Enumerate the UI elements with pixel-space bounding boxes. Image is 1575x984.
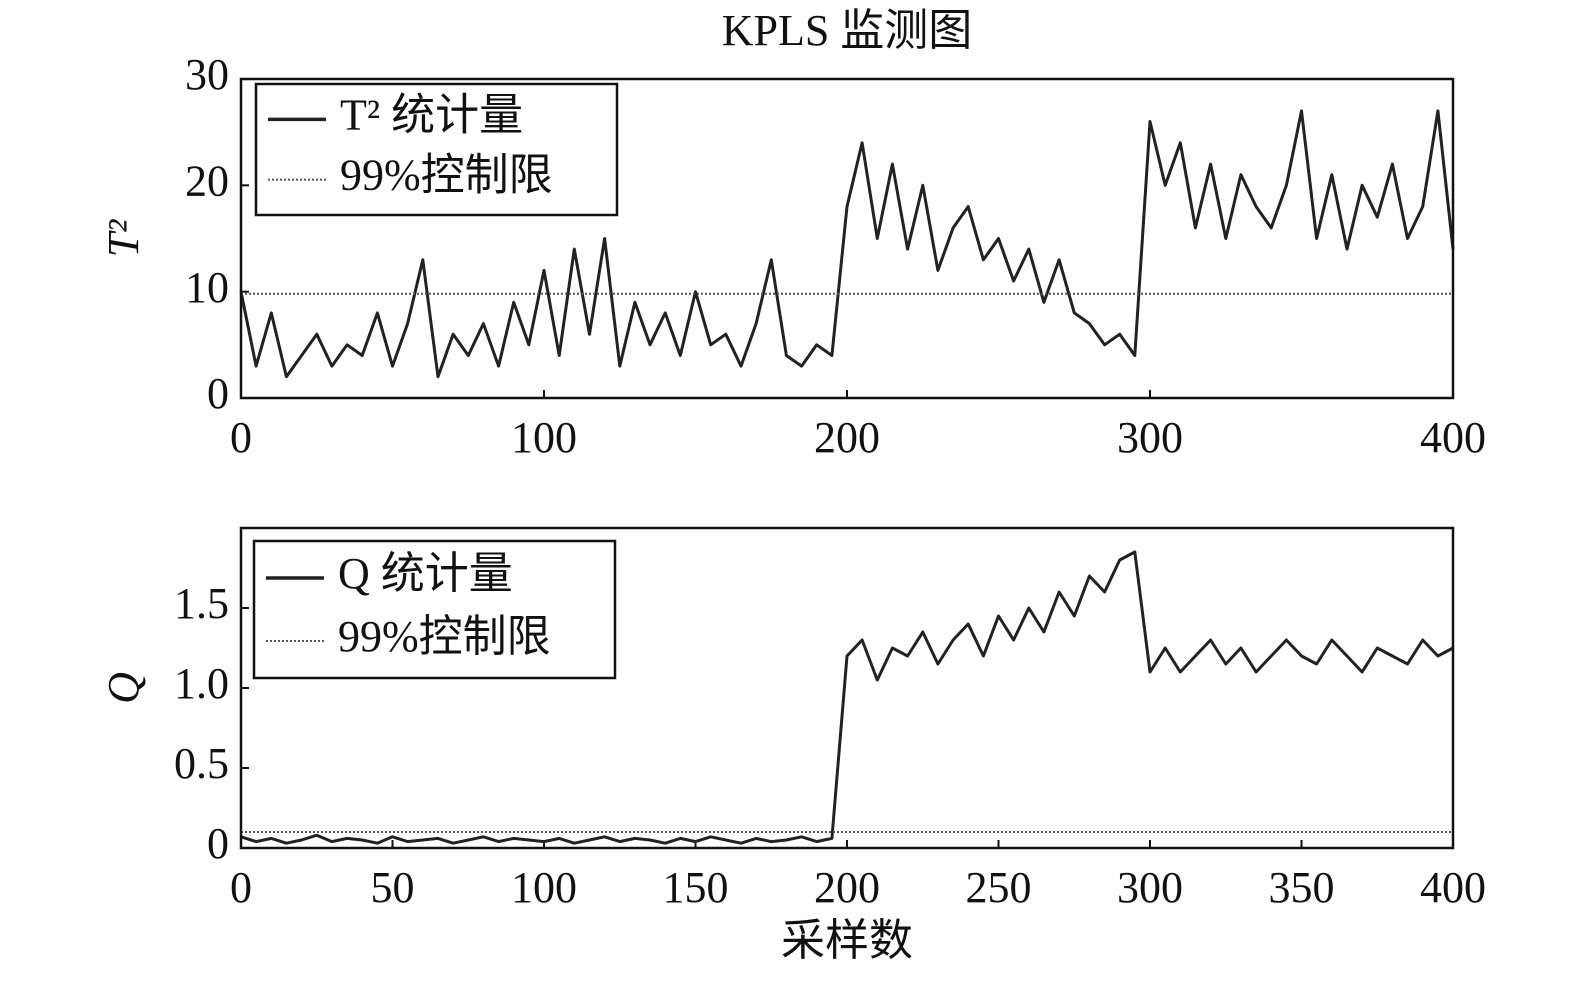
y-tick-label: 10	[185, 263, 229, 312]
x-tick-label: 0	[230, 413, 252, 462]
x-tick-label: 300	[1117, 413, 1183, 462]
series-line	[240, 550, 1454, 845]
x-axis-label: 采样数	[781, 916, 913, 965]
y-axis-label: T²	[99, 219, 148, 257]
x-tick-label: 100	[511, 413, 577, 462]
y-tick-label: 0.5	[174, 739, 229, 788]
x-tick-label: 0	[230, 863, 252, 912]
x-tick-label: 200	[814, 863, 880, 912]
series-line	[239, 109, 1455, 379]
plot-frame	[239, 77, 1455, 400]
legend-box	[252, 539, 617, 680]
legend-label: T² 统计量	[340, 90, 523, 139]
x-tick-label: 250	[966, 863, 1032, 912]
x-tick-label: 200	[814, 413, 880, 462]
y-tick-label: 0	[207, 819, 229, 868]
x-tick-label: 300	[1117, 863, 1183, 912]
x-tick-label: 400	[1420, 863, 1486, 912]
y-tick-label: 1.5	[174, 579, 229, 628]
legend-label: Q 统计量	[338, 549, 513, 598]
y-tick-label: 20	[185, 156, 229, 205]
x-tick-label: 350	[1269, 863, 1335, 912]
y-tick-label: 0	[207, 369, 229, 418]
y-tick-label: 30	[185, 50, 229, 99]
legend-label: 99%控制限	[338, 612, 551, 661]
legend-label: 99%控制限	[340, 151, 553, 200]
plot-frame	[239, 526, 1455, 850]
legend-box	[254, 82, 619, 217]
x-tick-label: 150	[663, 863, 729, 912]
x-tick-label: 100	[511, 863, 577, 912]
y-tick-label: 1.0	[174, 659, 229, 708]
chart-title: KPLS 监测图	[722, 6, 973, 55]
x-tick-label: 400	[1420, 413, 1486, 462]
y-axis-label: Q	[99, 672, 148, 704]
x-tick-label: 50	[371, 863, 415, 912]
